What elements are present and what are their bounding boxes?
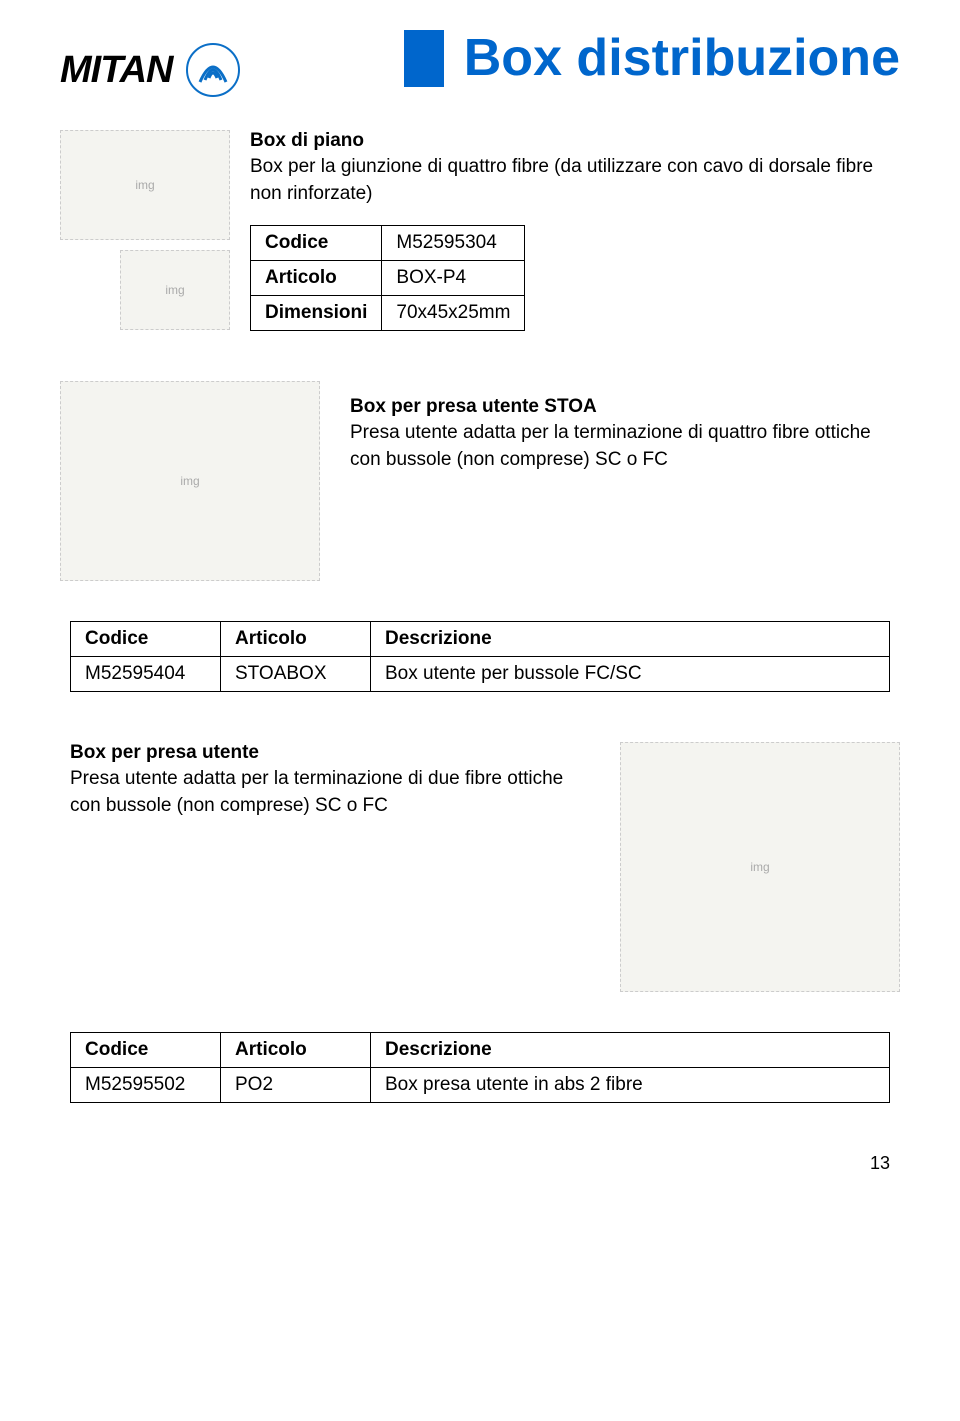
product-image: img [60, 130, 230, 240]
product-table: Codice Articolo Descrizione M52595404 ST… [70, 621, 890, 692]
col-header: Codice [71, 622, 221, 657]
section-box-di-piano: img img Box di piano Box per la giunzion… [60, 130, 900, 331]
col-header: Descrizione [371, 1033, 890, 1068]
table-row: Articolo BOX-P4 [251, 261, 525, 296]
brand-logo: MITAN [60, 30, 243, 100]
col-header: Codice [71, 1033, 221, 1068]
section-description: Box per la giunzione di quattro fibre (d… [250, 154, 900, 207]
cell-descrizione: Box presa utente in abs 2 fibre [371, 1068, 890, 1103]
cell-descrizione: Box utente per bussole FC/SC [371, 657, 890, 692]
section-description: Presa utente adatta per la terminazione … [350, 420, 900, 473]
spec-label: Articolo [251, 261, 382, 296]
spec-value: 70x45x25mm [382, 296, 525, 331]
table-header-row: Codice Articolo Descrizione [71, 1033, 890, 1068]
section-description: Presa utente adatta per la terminazione … [70, 766, 580, 819]
cell-articolo: PO2 [221, 1068, 371, 1103]
spec-value: BOX-P4 [382, 261, 525, 296]
cell-codice: M52595502 [71, 1068, 221, 1103]
po2-table-block: Codice Articolo Descrizione M52595502 PO… [70, 1032, 900, 1103]
page-title: Box distribuzione [444, 30, 900, 87]
page-header: MITAN Box distribuzione [60, 30, 900, 100]
brand-icon [183, 40, 243, 100]
spec-label: Dimensioni [251, 296, 382, 331]
title-accent-bar [404, 30, 444, 87]
spec-table: Codice M52595304 Articolo BOX-P4 Dimensi… [250, 225, 525, 331]
product-table: Codice Articolo Descrizione M52595502 PO… [70, 1032, 890, 1103]
product-image: img [60, 381, 320, 581]
section-title: Box per presa utente [70, 742, 580, 764]
col-header: Descrizione [371, 622, 890, 657]
spec-value: M52595304 [382, 226, 525, 261]
section-presa-utente: Box per presa utente Presa utente adatta… [60, 742, 900, 992]
col-header: Articolo [221, 1033, 371, 1068]
page-number: 13 [60, 1153, 900, 1174]
cell-articolo: STOABOX [221, 657, 371, 692]
col-header: Articolo [221, 622, 371, 657]
product-image: img [620, 742, 900, 992]
table-header-row: Codice Articolo Descrizione [71, 622, 890, 657]
stoa-table-block: Codice Articolo Descrizione M52595404 ST… [70, 621, 900, 692]
table-row: Codice M52595304 [251, 226, 525, 261]
brand-name: MITAN [60, 49, 173, 92]
table-row: M52595502 PO2 Box presa utente in abs 2 … [71, 1068, 890, 1103]
cell-codice: M52595404 [71, 657, 221, 692]
title-block: Box distribuzione [404, 30, 900, 87]
table-row: Dimensioni 70x45x25mm [251, 296, 525, 331]
section-stoa: img Box per presa utente STOA Presa uten… [60, 381, 900, 581]
product-image: img [120, 250, 230, 330]
spec-label: Codice [251, 226, 382, 261]
section-title: Box di piano [250, 130, 900, 152]
section-title: Box per presa utente STOA [350, 396, 900, 418]
table-row: M52595404 STOABOX Box utente per bussole… [71, 657, 890, 692]
